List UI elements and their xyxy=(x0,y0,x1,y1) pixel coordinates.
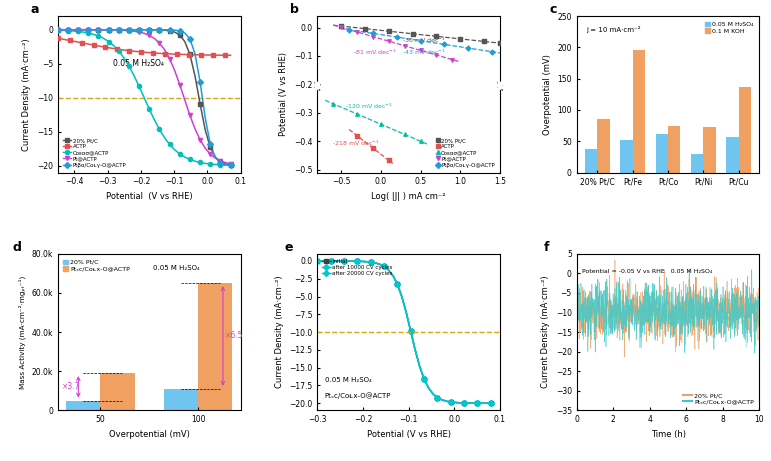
Point xyxy=(335,24,347,31)
Legend: 20% Pt/C, Ptₓᴄ/Coᴌx-O@ACTP: 20% Pt/C, Ptₓᴄ/Coᴌx-O@ACTP xyxy=(61,257,133,274)
Text: ×6.5: ×6.5 xyxy=(225,331,244,341)
Point xyxy=(414,137,426,145)
Point xyxy=(446,56,459,63)
Point xyxy=(359,25,371,32)
Point xyxy=(335,23,347,30)
Legend: 20% Pt/C, ACTP, Coᴇασ@ACTP, Pt@ACTP, Ptβα/Coᴌγ-O@ACTP: 20% Pt/C, ACTP, Coᴇασ@ACTP, Pt@ACTP, Ptβ… xyxy=(61,136,129,170)
Bar xyxy=(66,401,100,410)
Bar xyxy=(100,373,134,410)
Point xyxy=(478,38,490,45)
Bar xyxy=(726,137,739,172)
Point xyxy=(399,131,411,138)
Y-axis label: Current Density (mA·cm⁻²): Current Density (mA·cm⁻²) xyxy=(274,276,284,389)
Bar xyxy=(739,87,751,172)
Y-axis label: Potential (V vs RHE): Potential (V vs RHE) xyxy=(279,53,288,136)
Point xyxy=(430,33,443,40)
Point xyxy=(382,28,395,35)
Text: c: c xyxy=(549,3,557,16)
Legend: 20% Pt/C, Ptₓᴄ/Coᴌx-O@ACTP: 20% Pt/C, Ptₓᴄ/Coᴌx-O@ACTP xyxy=(680,390,756,407)
Point xyxy=(414,47,426,54)
Text: 0.05 M H₂SO₄: 0.05 M H₂SO₄ xyxy=(153,265,200,271)
Point xyxy=(414,37,426,44)
Bar xyxy=(691,154,703,172)
Point xyxy=(367,144,379,152)
Point xyxy=(367,30,379,37)
Legend: 20% Pt/C, ACTP, Coᴇασ@ACTP, Pt@ACTP, Ptβα/Coᴌγ-O@ACTP: 20% Pt/C, ACTP, Coᴇασ@ACTP, Pt@ACTP, Ptβ… xyxy=(435,136,497,170)
Point xyxy=(351,110,363,118)
Text: 0.05 M H₂SO₄: 0.05 M H₂SO₄ xyxy=(113,59,163,68)
Y-axis label: Current Density (mA·cm⁻²): Current Density (mA·cm⁻²) xyxy=(541,276,550,389)
Bar xyxy=(668,125,681,172)
Text: -120 mV dec$^{-1}$: -120 mV dec$^{-1}$ xyxy=(345,101,393,111)
Text: -218 mV dec$^{-1}$: -218 mV dec$^{-1}$ xyxy=(332,138,379,148)
Point xyxy=(351,28,363,35)
Bar xyxy=(585,149,598,172)
Bar xyxy=(198,283,232,410)
Point xyxy=(343,26,355,33)
Text: d: d xyxy=(12,241,21,254)
Point xyxy=(375,120,387,128)
Text: Potential = -0.05 V vs RHE   0.05 M H₂SO₄: Potential = -0.05 V vs RHE 0.05 M H₂SO₄ xyxy=(582,269,712,274)
Y-axis label: Current Density (mA·cm⁻²): Current Density (mA·cm⁻²) xyxy=(22,38,32,151)
X-axis label: Log( |J| ) mA cm⁻²: Log( |J| ) mA cm⁻² xyxy=(372,192,446,201)
Point xyxy=(391,33,403,41)
Bar xyxy=(703,127,715,172)
Text: -43 mV dec$^{-1}$: -43 mV dec$^{-1}$ xyxy=(402,48,446,57)
Point xyxy=(430,51,443,59)
Point xyxy=(438,41,450,48)
Point xyxy=(382,37,395,45)
Text: b: b xyxy=(290,3,298,16)
Y-axis label: Overpotential (mV): Overpotential (mV) xyxy=(543,54,552,135)
Point xyxy=(406,30,419,37)
Text: 0.05 M H₂SO₄: 0.05 M H₂SO₄ xyxy=(325,377,372,383)
Point xyxy=(399,42,411,49)
X-axis label: Overpotential (mV): Overpotential (mV) xyxy=(109,430,190,439)
Text: Ptₓᴄ/Coᴌx-O@ACTP: Ptₓᴄ/Coᴌx-O@ACTP xyxy=(325,392,391,399)
X-axis label: Potential  (V vs RHE): Potential (V vs RHE) xyxy=(106,192,193,201)
Text: e: e xyxy=(284,241,293,254)
Bar xyxy=(633,50,645,172)
Point xyxy=(382,157,395,164)
X-axis label: Potential (V vs RHE): Potential (V vs RHE) xyxy=(367,430,450,439)
Point xyxy=(351,132,363,139)
Legend: initial, after 10000 CV cycles, after 20000 CV cycles: initial, after 10000 CV cycles, after 20… xyxy=(320,257,395,278)
Text: ×3.7: ×3.7 xyxy=(62,382,80,391)
Bar xyxy=(598,119,610,172)
Point xyxy=(327,100,339,107)
Point xyxy=(486,48,498,55)
Bar xyxy=(655,134,668,172)
Text: j = 10 mA·cm⁻²: j = 10 mA·cm⁻² xyxy=(586,26,641,33)
Point xyxy=(493,40,506,47)
Legend: 0.05 M H₂SO₄, 0.1 M KOH: 0.05 M H₂SO₄, 0.1 M KOH xyxy=(703,19,756,36)
Y-axis label: Mass Activity (mA·cm⁻²·mgₚₜ⁻¹): Mass Activity (mA·cm⁻²·mgₚₜ⁻¹) xyxy=(19,276,26,389)
Text: -30 mV dec$^{-1}$: -30 mV dec$^{-1}$ xyxy=(402,36,446,45)
Bar xyxy=(163,389,198,410)
X-axis label: Time (h): Time (h) xyxy=(651,430,685,439)
Point xyxy=(454,35,466,42)
Text: a: a xyxy=(30,3,39,16)
Point xyxy=(462,44,474,52)
Bar xyxy=(621,140,633,172)
Text: f: f xyxy=(544,241,549,254)
Point xyxy=(367,33,379,40)
Text: -81 mV dec$^{-1}$: -81 mV dec$^{-1}$ xyxy=(353,47,397,57)
